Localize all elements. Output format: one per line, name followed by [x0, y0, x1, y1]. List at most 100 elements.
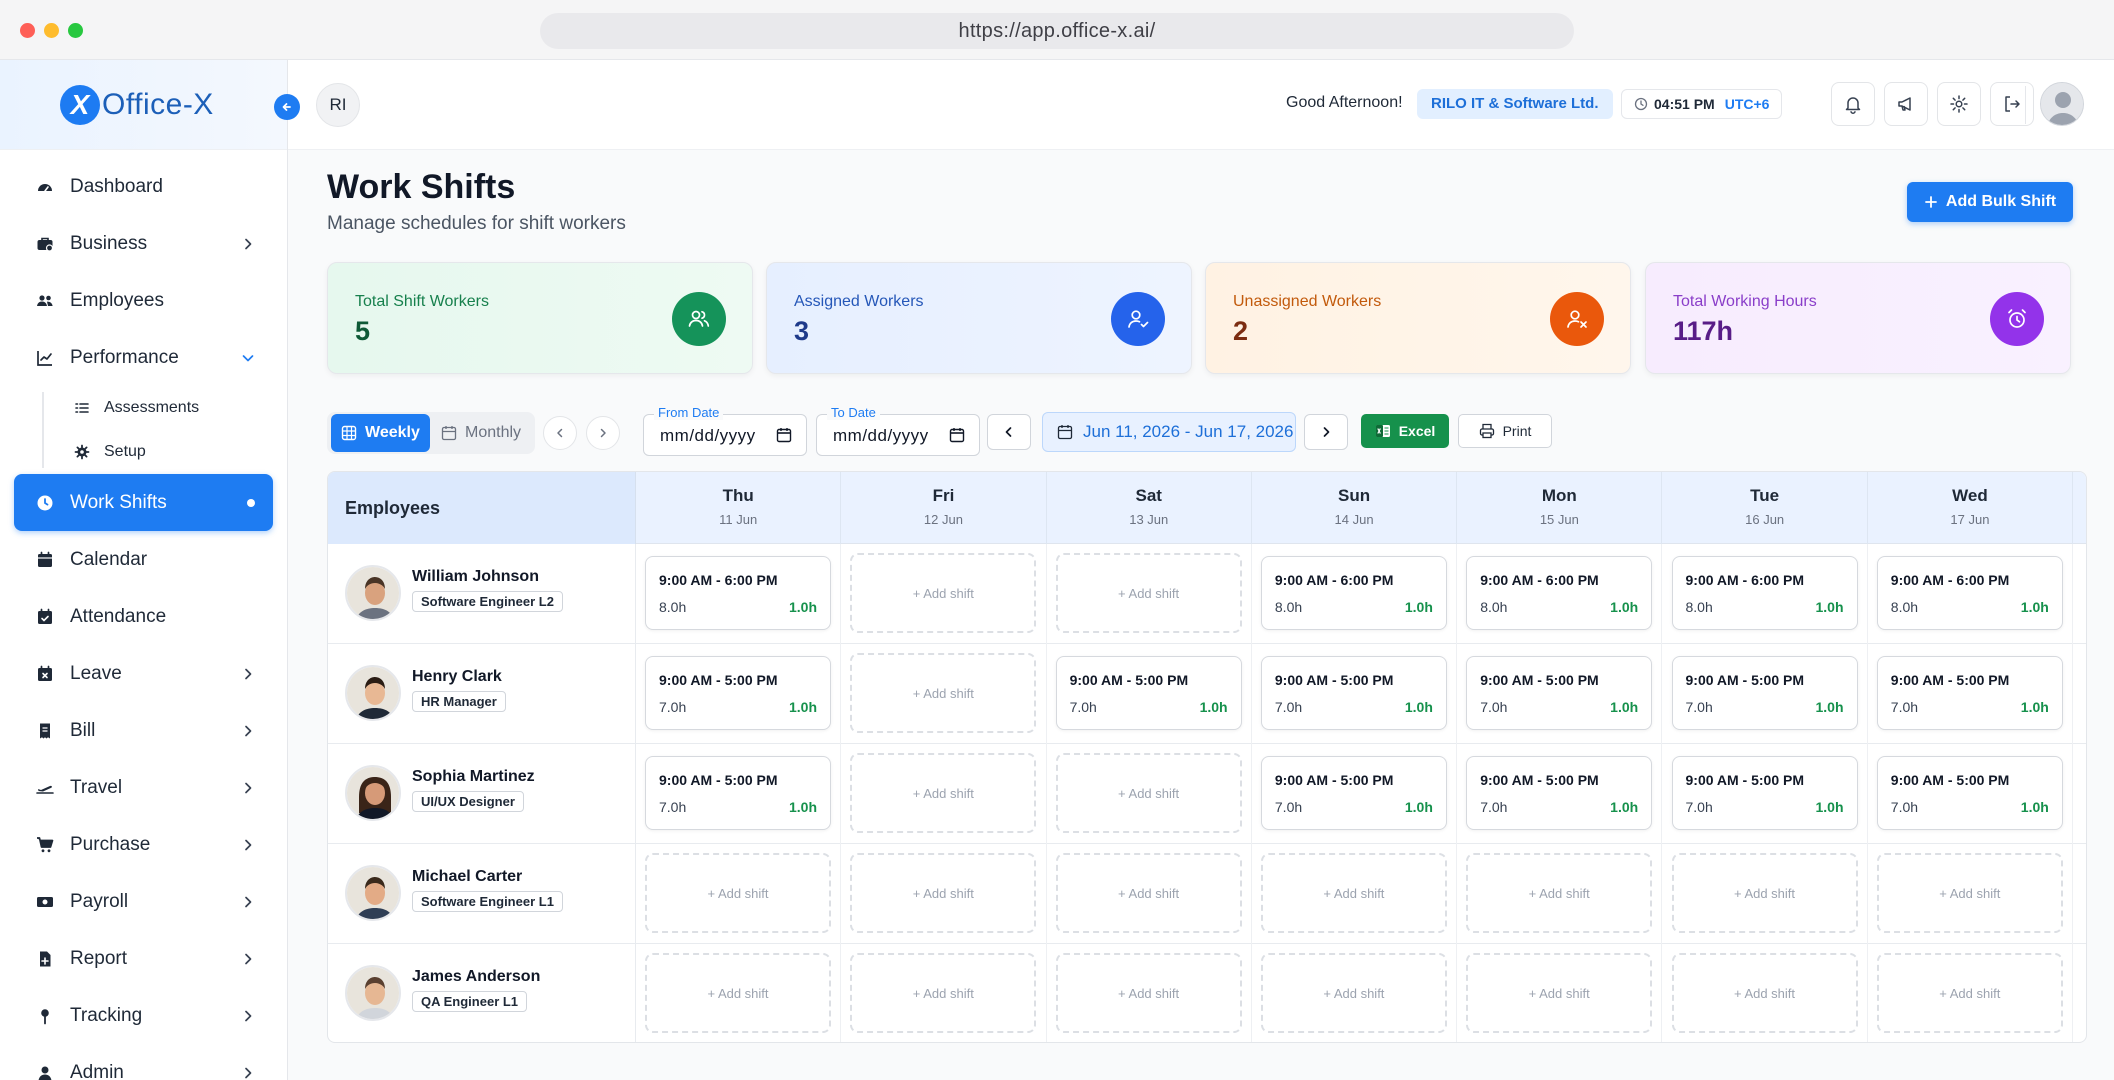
- sidebar-subitem-assessments[interactable]: Assessments: [42, 386, 287, 430]
- employee-name[interactable]: Michael Carter: [412, 868, 523, 885]
- shift-card[interactable]: 9:00 AM - 6:00 PM 8.0h 1.0h: [1671, 556, 1858, 630]
- user-initials-avatar[interactable]: RI: [316, 83, 360, 127]
- sidebar-item-work-shifts[interactable]: Work Shifts: [14, 474, 273, 531]
- company-badge[interactable]: RILO IT & Software Ltd.: [1417, 89, 1613, 119]
- add-shift-button[interactable]: + Add shift: [1055, 753, 1242, 833]
- shift-card[interactable]: 9:00 AM - 5:00 PM 7.0h 1.0h: [1466, 756, 1653, 830]
- notifications-button[interactable]: [1831, 82, 1875, 126]
- day-header-fri: Fri 12 Jun: [841, 472, 1047, 544]
- maximize-window-button[interactable]: [68, 23, 83, 38]
- shift-card[interactable]: 9:00 AM - 5:00 PM 7.0h 1.0h: [1466, 656, 1653, 730]
- add-shift-button[interactable]: + Add shift: [1260, 853, 1447, 933]
- day-name: Mon: [1541, 486, 1577, 505]
- page-title: Work Shifts: [327, 168, 516, 206]
- add-shift-button[interactable]: + Add shift: [645, 853, 831, 933]
- announcements-button[interactable]: [1884, 82, 1928, 126]
- add-shift-button[interactable]: + Add shift: [645, 953, 831, 1033]
- shift-card[interactable]: 9:00 AM - 5:00 PM 7.0h 1.0h: [645, 756, 831, 830]
- add-shift-button[interactable]: + Add shift: [1260, 953, 1447, 1033]
- add-shift-button[interactable]: + Add shift: [1671, 953, 1858, 1033]
- sidebar-item-admin[interactable]: Admin: [14, 1044, 273, 1080]
- settings-button[interactable]: [1937, 82, 1981, 126]
- close-window-button[interactable]: [20, 23, 35, 38]
- add-shift-button[interactable]: + Add shift: [1876, 853, 2063, 933]
- add-shift-button[interactable]: + Add shift: [850, 753, 1037, 833]
- shift-card[interactable]: 9:00 AM - 5:00 PM 7.0h 1.0h: [1055, 656, 1242, 730]
- shift-overtime: 1.0h: [2020, 799, 2049, 815]
- shift-card[interactable]: 9:00 AM - 5:00 PM 7.0h 1.0h: [1260, 656, 1447, 730]
- sidebar-item-attendance[interactable]: Attendance: [14, 588, 273, 645]
- minimize-window-button[interactable]: [44, 23, 59, 38]
- sidebar-item-tracking[interactable]: Tracking: [14, 987, 273, 1044]
- employee-name[interactable]: James Anderson: [412, 968, 541, 985]
- next-week-button[interactable]: [1304, 414, 1348, 450]
- sidebar-item-payroll[interactable]: Payroll: [14, 873, 273, 930]
- add-bulk-shift-button[interactable]: Add Bulk Shift: [1907, 182, 2073, 222]
- shift-time: 9:00 AM - 6:00 PM: [659, 572, 778, 588]
- next-period-button[interactable]: [586, 416, 620, 450]
- day-cell: + Add shift: [1868, 944, 2074, 1042]
- shift-card[interactable]: 9:00 AM - 5:00 PM 7.0h 1.0h: [1671, 756, 1858, 830]
- employee-name[interactable]: Henry Clark: [412, 668, 502, 685]
- profile-avatar[interactable]: [2040, 82, 2084, 126]
- day-name: Tue: [1750, 486, 1780, 505]
- calendar-icon[interactable]: [949, 427, 965, 443]
- sidebar-item-business[interactable]: Business: [14, 215, 273, 272]
- shift-card[interactable]: 9:00 AM - 5:00 PM 7.0h 1.0h: [645, 656, 831, 730]
- monthly-view-button[interactable]: Monthly: [431, 414, 531, 452]
- collapse-sidebar-button[interactable]: [274, 94, 300, 120]
- shift-card[interactable]: 9:00 AM - 6:00 PM 8.0h 1.0h: [1876, 556, 2063, 630]
- chevron-right-icon: [1323, 427, 1330, 437]
- add-shift-button[interactable]: + Add shift: [1671, 853, 1858, 933]
- sidebar-item-dashboard[interactable]: Dashboard: [14, 158, 273, 215]
- day-cell: + Add shift: [1252, 944, 1458, 1042]
- add-shift-button[interactable]: + Add shift: [1055, 953, 1242, 1033]
- add-shift-button[interactable]: + Add shift: [1055, 853, 1242, 933]
- chevron-right-icon: [245, 839, 252, 850]
- employee-name[interactable]: William Johnson: [412, 568, 539, 585]
- sidebar-item-employees[interactable]: Employees: [14, 272, 273, 329]
- from-date-field[interactable]: From Date mm/dd/yyyy: [643, 405, 807, 456]
- sidebar-item-calendar[interactable]: Calendar: [14, 531, 273, 588]
- shift-card[interactable]: 9:00 AM - 5:00 PM 7.0h 1.0h: [1876, 656, 2063, 730]
- shift-card[interactable]: 9:00 AM - 5:00 PM 7.0h 1.0h: [1671, 656, 1858, 730]
- add-shift-button[interactable]: + Add shift: [1055, 553, 1242, 633]
- sidebar-item-performance[interactable]: Performance: [14, 329, 273, 386]
- shift-card[interactable]: 9:00 AM - 5:00 PM 7.0h 1.0h: [1876, 756, 2063, 830]
- sidebar-item-purchase[interactable]: Purchase: [14, 816, 273, 873]
- stat-total-working-hours: Total Working Hours 117h: [1645, 262, 2071, 374]
- sidebar-item-bill[interactable]: Bill: [14, 702, 273, 759]
- export-excel-button[interactable]: Excel: [1361, 414, 1449, 448]
- add-shift-button[interactable]: + Add shift: [850, 953, 1037, 1033]
- sidebar-item-leave[interactable]: Leave: [14, 645, 273, 702]
- logout-button[interactable]: [1990, 82, 2034, 126]
- sidebar-subitem-setup[interactable]: Setup: [42, 430, 287, 474]
- add-shift-button[interactable]: + Add shift: [850, 553, 1037, 633]
- add-shift-button[interactable]: + Add shift: [850, 653, 1037, 733]
- arrow-left-icon: [282, 103, 291, 111]
- shift-time: 9:00 AM - 5:00 PM: [1480, 772, 1599, 788]
- add-shift-button[interactable]: + Add shift: [1466, 853, 1653, 933]
- shift-card[interactable]: 9:00 AM - 6:00 PM 8.0h 1.0h: [645, 556, 831, 630]
- shift-card[interactable]: 9:00 AM - 6:00 PM 8.0h 1.0h: [1466, 556, 1653, 630]
- sidebar-item-report[interactable]: Report: [14, 930, 273, 987]
- calendar-icon[interactable]: [776, 427, 792, 443]
- brand[interactable]: X Office-X: [0, 60, 287, 150]
- employee-name[interactable]: Sophia Martinez: [412, 768, 535, 785]
- week-range-picker[interactable]: Jun 11, 2026 - Jun 17, 2026: [1042, 412, 1296, 452]
- weekly-view-button[interactable]: Weekly: [331, 414, 430, 452]
- to-date-field[interactable]: To Date mm/dd/yyyy: [816, 405, 980, 456]
- add-shift-button[interactable]: + Add shift: [1876, 953, 2063, 1033]
- admin-icon: [34, 1062, 56, 1080]
- sidebar-item-travel[interactable]: Travel: [14, 759, 273, 816]
- address-bar[interactable]: https://app.office-x.ai/: [540, 13, 1574, 49]
- add-shift-button[interactable]: + Add shift: [850, 853, 1037, 933]
- prev-period-button[interactable]: [543, 416, 577, 450]
- prev-week-button[interactable]: [987, 414, 1031, 450]
- shift-card[interactable]: 9:00 AM - 6:00 PM 8.0h 1.0h: [1260, 556, 1447, 630]
- add-shift-button[interactable]: + Add shift: [1466, 953, 1653, 1033]
- print-button[interactable]: Print: [1458, 414, 1552, 448]
- add-bulk-shift-label: Add Bulk Shift: [1945, 193, 2057, 210]
- employee-role-badge: UI/UX Designer: [412, 791, 524, 812]
- shift-card[interactable]: 9:00 AM - 5:00 PM 7.0h 1.0h: [1260, 756, 1447, 830]
